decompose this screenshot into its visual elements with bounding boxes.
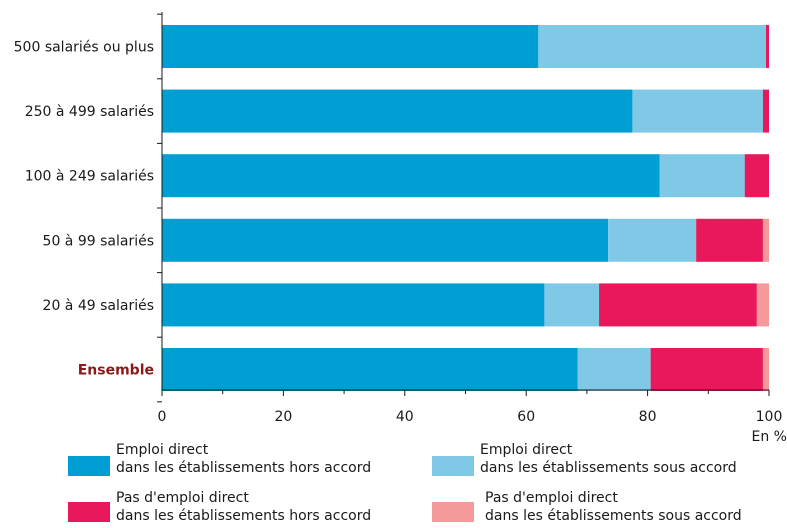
x-tick-label: 0 <box>158 409 167 425</box>
category-label: 500 salariés ou plus <box>14 40 154 56</box>
category-label: 50 à 99 salariés <box>43 233 154 249</box>
category-label: 100 à 249 salariés <box>25 169 154 185</box>
category-label: 20 à 49 salariés <box>43 298 154 314</box>
category-labels: 500 salariés ou plus 250 à 499 salariés 10… <box>14 40 154 379</box>
bars-layer <box>162 25 769 391</box>
bar-segment <box>632 89 763 133</box>
bar-segment <box>762 348 769 391</box>
bar-segment <box>659 154 745 198</box>
bar-segment <box>162 25 539 68</box>
axes-layer: 0 20 40 60 80 100 En % <box>157 12 787 445</box>
bar-segment <box>162 89 633 133</box>
bar-segment <box>599 283 757 327</box>
category-label: Ensemble <box>78 363 154 379</box>
x-tick-label: 80 <box>639 409 657 425</box>
x-tick-label: 60 <box>517 409 535 425</box>
category-label: 250 à 499 salariés <box>25 104 154 120</box>
bar-segment <box>756 283 769 327</box>
x-tick-label: 100 <box>756 409 783 425</box>
bar-segment <box>538 25 766 68</box>
x-axis-unit-label: En % <box>752 429 787 445</box>
bar-segment <box>765 25 769 68</box>
bar-segment <box>162 154 660 198</box>
x-tick-label: 20 <box>274 409 292 425</box>
bar-segment <box>762 89 769 133</box>
bar-segment <box>162 348 578 391</box>
bar-segment <box>162 218 609 262</box>
bar-segment <box>650 348 763 391</box>
bar-segment <box>762 218 769 262</box>
bar-segment <box>696 218 763 262</box>
bar-segment <box>162 283 545 327</box>
bar-segment <box>577 348 651 391</box>
x-tick-label: 40 <box>396 409 414 425</box>
bar-segment <box>608 218 697 262</box>
bar-segment <box>544 283 600 327</box>
bar-segment <box>744 154 769 198</box>
